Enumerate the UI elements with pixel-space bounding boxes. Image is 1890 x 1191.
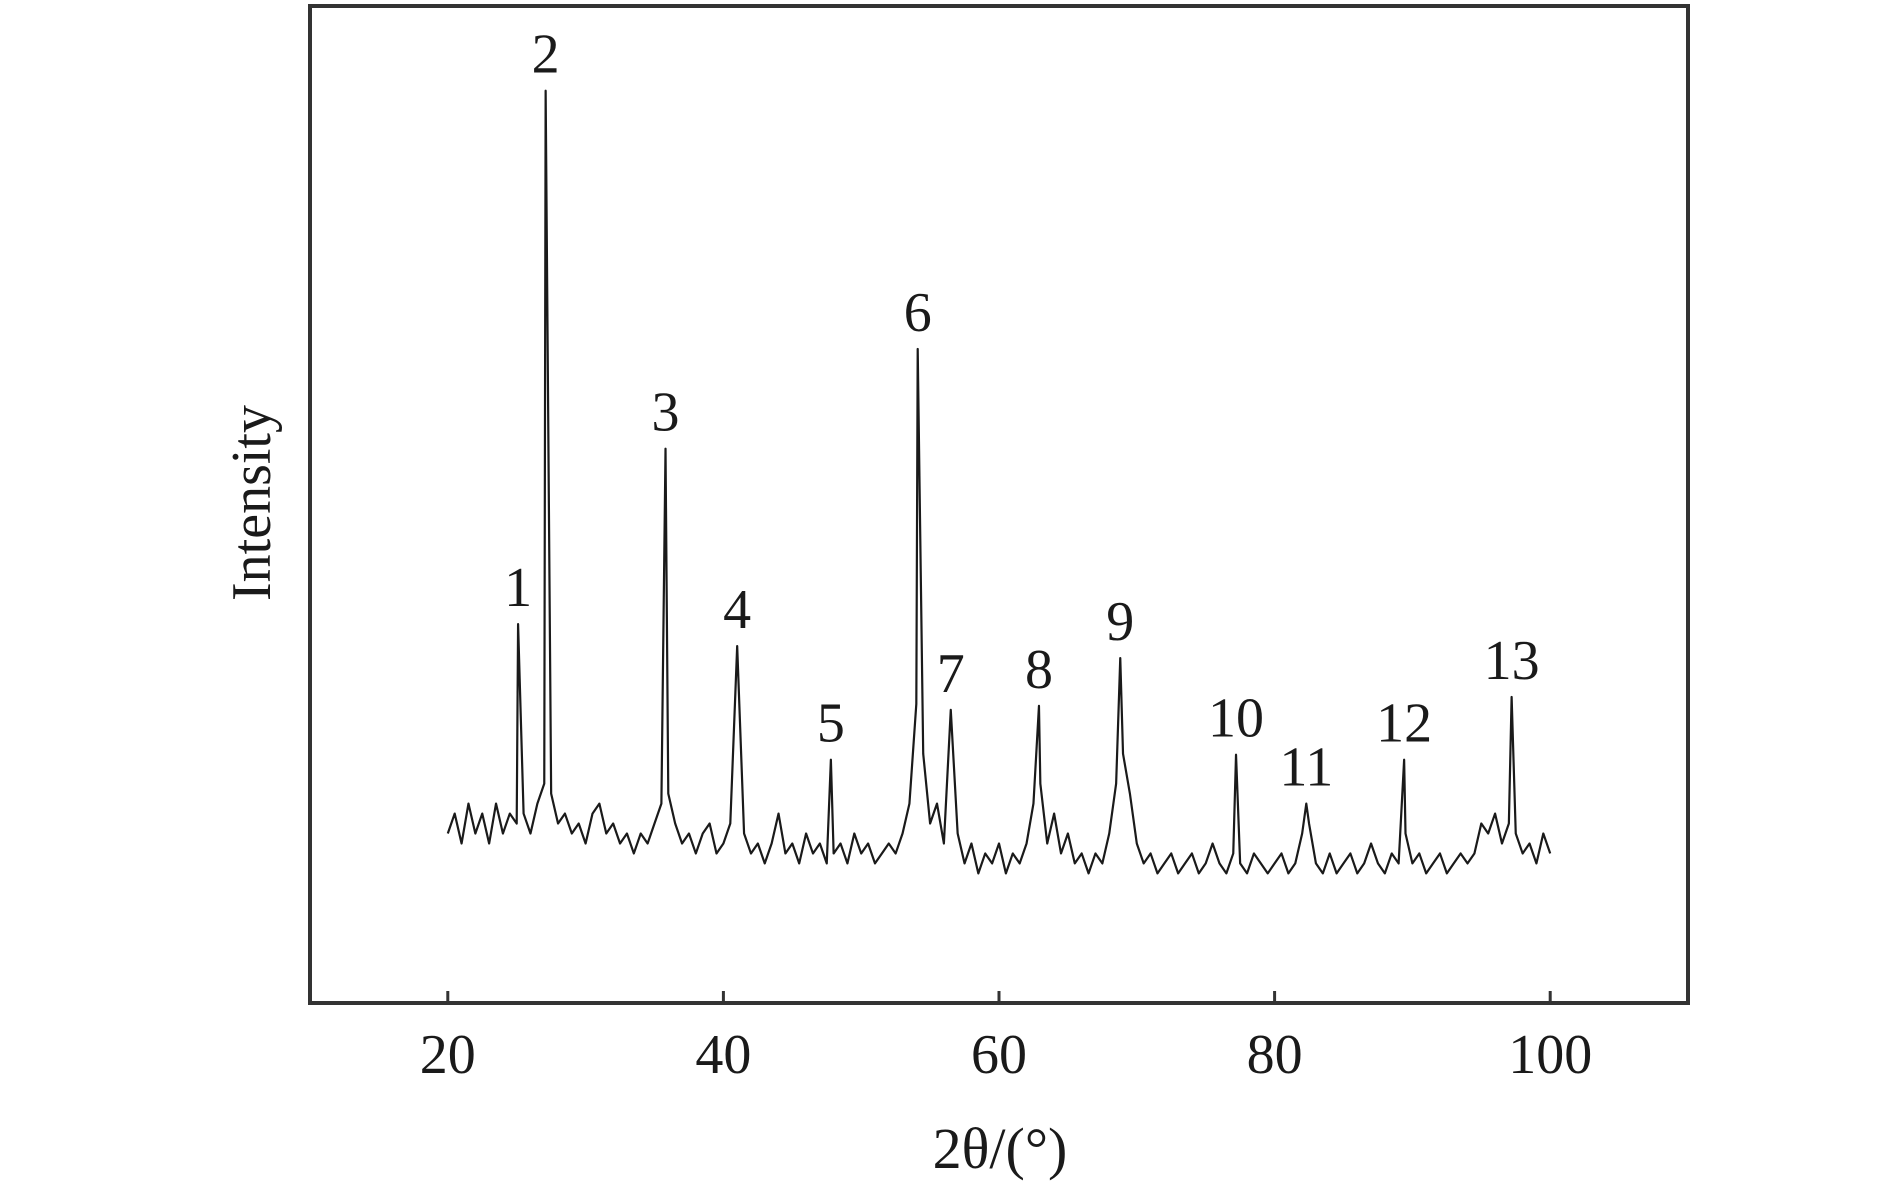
peak-label: 8	[1025, 639, 1053, 701]
x-tick-label: 40	[695, 1024, 751, 1086]
x-tick-label: 20	[420, 1024, 476, 1086]
x-tick-label: 80	[1247, 1024, 1303, 1086]
peak-label: 2	[532, 24, 560, 86]
peak-label: 4	[723, 579, 751, 641]
peak-label: 5	[817, 693, 845, 755]
peak-label: 7	[937, 643, 965, 705]
y-axis-label: Intensity	[221, 405, 283, 601]
peak-label: 10	[1208, 688, 1264, 750]
peak-label: 1	[504, 557, 532, 619]
plot-frame	[308, 4, 1690, 1005]
peak-label: 13	[1484, 630, 1540, 692]
peak-label: 11	[1279, 737, 1333, 799]
peak-label: 6	[904, 282, 932, 344]
peak-label: 9	[1106, 591, 1134, 653]
xrd-line	[446, 89, 1552, 875]
x-tick-label: 100	[1508, 1024, 1592, 1086]
x-axis-label: 2θ/(°)	[933, 1116, 1068, 1181]
peak-label: 3	[652, 382, 680, 444]
peak-label: 12	[1376, 693, 1432, 755]
x-tick-label: 60	[971, 1024, 1027, 1086]
